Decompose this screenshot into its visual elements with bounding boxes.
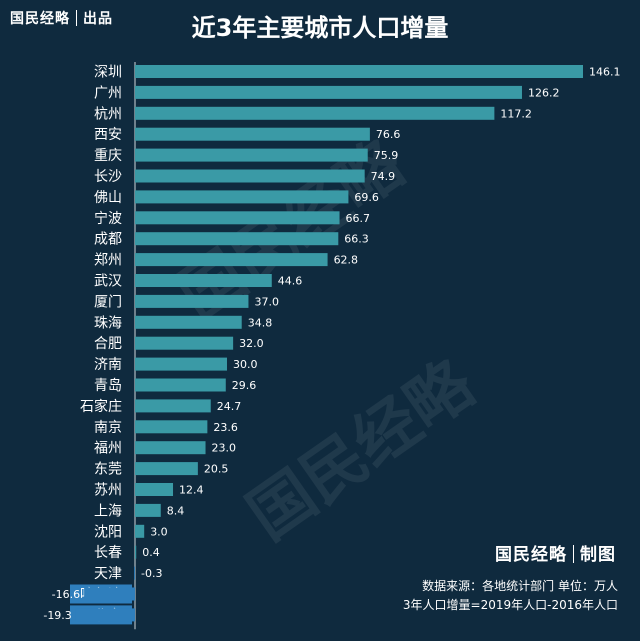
value-label: 30.0	[233, 358, 258, 371]
bar	[135, 253, 328, 267]
category-label: 济南	[94, 357, 122, 373]
value-label: 37.0	[254, 295, 279, 308]
brand-bottom: 国民经略 制图	[495, 540, 616, 565]
value-label: 74.9	[371, 170, 396, 183]
value-label: 66.3	[344, 233, 369, 246]
value-label: 24.7	[217, 400, 242, 413]
bar	[135, 106, 495, 120]
bar	[135, 462, 198, 476]
bar	[75, 608, 135, 622]
bar	[135, 274, 272, 287]
value-label: 117.2	[500, 107, 531, 120]
bar	[135, 294, 249, 308]
bar	[135, 232, 339, 246]
value-label: 62.8	[334, 254, 359, 267]
brand-bottom-suffix: 制图	[580, 545, 616, 565]
value-label: 69.6	[354, 191, 379, 204]
category-label: 深圳	[94, 65, 122, 81]
value-label: 20.5	[204, 463, 229, 476]
brand-top-suffix: 出品	[83, 11, 113, 27]
bar	[135, 148, 368, 162]
category-label: 合肥	[94, 336, 122, 352]
bar	[135, 190, 349, 204]
brand-top: 国民经略 出品	[10, 8, 113, 28]
value-label: -19.3	[43, 609, 71, 622]
brand-top-name: 国民经略	[10, 11, 70, 27]
category-label: 广州	[94, 85, 122, 101]
source-note: 数据来源：各地统计部门 单位：万人	[422, 579, 618, 593]
bar	[135, 315, 242, 329]
category-label: 上海	[94, 503, 122, 519]
category-label: 成都	[94, 232, 122, 248]
bar	[135, 336, 234, 350]
category-label: 长沙	[94, 169, 122, 185]
category-label: 杭州	[94, 106, 122, 122]
brand-bottom-name: 国民经略	[495, 545, 567, 565]
bar	[134, 566, 135, 580]
category-label: 长春	[94, 545, 122, 561]
value-label: 44.6	[278, 275, 303, 288]
bar	[135, 420, 208, 434]
bar	[135, 211, 340, 225]
bar	[135, 378, 226, 392]
bar	[135, 169, 365, 183]
value-label: 66.7	[346, 212, 371, 225]
bar	[135, 524, 145, 538]
category-label: 东莞	[94, 462, 122, 478]
category-label: 青岛	[94, 378, 122, 394]
brand-bottom-divider	[573, 545, 574, 563]
category-label: 珠海	[94, 315, 122, 331]
value-label: -0.3	[141, 567, 162, 580]
category-label: 南京	[94, 420, 122, 436]
value-label: 75.9	[374, 149, 399, 162]
bar	[135, 357, 227, 371]
category-label: 宁波	[94, 210, 122, 227]
bar	[135, 503, 161, 517]
category-label: 西安	[94, 127, 122, 143]
category-label: 佛山	[94, 190, 122, 206]
value-label: 32.0	[239, 337, 264, 350]
bar	[135, 127, 370, 141]
bar	[135, 65, 583, 78]
bar	[135, 483, 174, 496]
value-label: 76.6	[376, 128, 401, 141]
value-label: 8.4	[167, 504, 185, 517]
bar	[135, 441, 206, 455]
value-label: 146.1	[589, 66, 621, 79]
value-label: 3.0	[150, 525, 168, 538]
category-label: 沈阳	[94, 524, 122, 540]
category-label: 武汉	[94, 274, 122, 290]
chart-title: 近3年主要城市人口增量	[191, 14, 449, 42]
category-label: 重庆	[94, 148, 122, 164]
category-label: 石家庄	[80, 398, 122, 415]
value-label: 0.4	[142, 546, 160, 559]
value-label: 12.4	[179, 484, 204, 497]
value-label: 23.0	[212, 442, 237, 455]
category-label: 郑州	[94, 253, 122, 269]
category-label: 天津	[94, 566, 122, 582]
value-label: 23.6	[213, 421, 238, 434]
bar	[135, 399, 211, 413]
value-label: 126.2	[528, 86, 560, 99]
value-label: 34.8	[248, 316, 273, 329]
formula-note: 3年人口增量=2019年人口-2016年人口	[402, 598, 618, 612]
bar	[135, 545, 137, 559]
brand-top-divider	[76, 10, 77, 26]
bar	[135, 85, 522, 99]
category-label: 福州	[94, 441, 122, 457]
bar	[84, 587, 135, 601]
category-label: 苏州	[94, 483, 122, 499]
category-label: 厦门	[94, 294, 122, 310]
value-label: 29.6	[232, 379, 257, 392]
value-label: -16.6	[52, 588, 80, 601]
